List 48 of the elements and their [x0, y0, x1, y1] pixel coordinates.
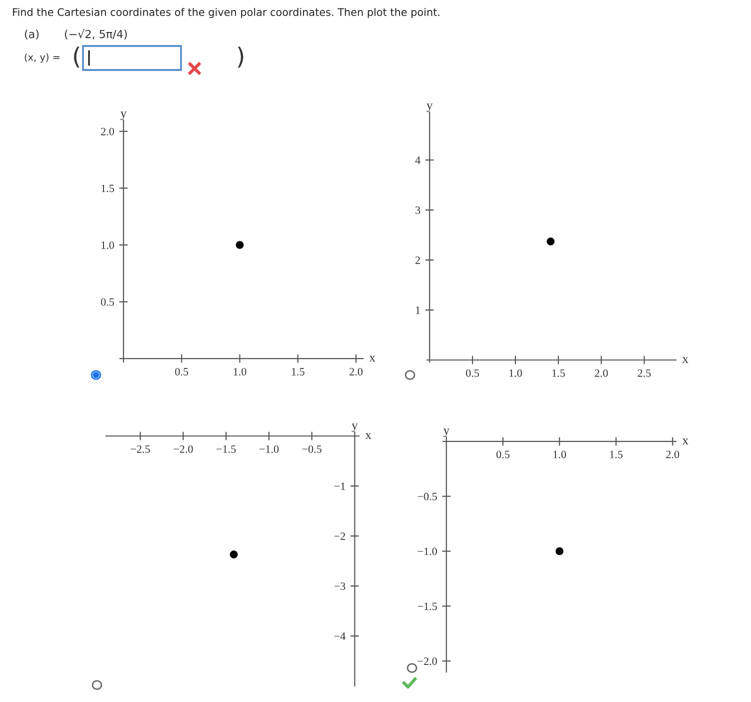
y-tick-label: −2: [334, 532, 346, 540]
x-tick-label: 1.0: [509, 369, 522, 377]
y-tick-label: 1.5: [102, 184, 114, 192]
text: (a): [24, 30, 39, 40]
x-axis-title: x: [369, 356, 376, 362]
x-tick-label: 1.0: [554, 450, 566, 458]
x-tick-label: −2.0: [174, 445, 193, 453]
y-tick-label: 2.0: [101, 128, 114, 136]
x-tick-label: 0.5: [466, 369, 480, 377]
y-tick-label: −4: [334, 632, 346, 640]
y-tick-label: −1: [334, 482, 346, 490]
y-axis-title: y: [120, 112, 127, 120]
x-tick-label: 0.5: [175, 368, 188, 376]
chart-title: Find the Cartesian coordinates of the given polar coordinates. Then plot the point.: [13, 8, 440, 18]
x-tick-label: 2.0: [666, 450, 680, 458]
x-axis-title: x: [682, 438, 688, 444]
x-axis-title: x: [365, 433, 372, 440]
x-tick-label: 1.5: [610, 450, 623, 458]
x-tick-label: 1.5: [552, 369, 565, 377]
y-tick-label: −3: [334, 582, 346, 590]
y-tick-label: 3: [416, 206, 420, 214]
y-axis-title: y: [443, 428, 450, 437]
y-tick-label: 0.5: [100, 298, 114, 306]
x-tick-label: 0.5: [496, 450, 510, 458]
x-tick-label: −1.5: [216, 445, 236, 453]
x-tick-label: −0.5: [302, 445, 322, 453]
y-axis-title: y: [352, 424, 358, 432]
y-tick-label: −0.5: [418, 492, 437, 500]
x-tick-label: 2.0: [594, 369, 608, 377]
y-tick-label: −1.5: [418, 602, 437, 610]
y-tick-label: 1: [416, 306, 420, 314]
x-axis-title: x: [682, 357, 688, 364]
text: (x, y) =: [24, 53, 60, 63]
x-tick-label: −2.5: [130, 445, 150, 453]
x-tick-label: 2.0: [350, 368, 363, 376]
y-axis-title: y: [426, 104, 433, 112]
y-tick-label: −2.0: [418, 657, 437, 666]
text: (: [74, 46, 80, 68]
x-tick-label: 1.0: [234, 368, 246, 376]
text: ): [238, 46, 244, 68]
x-tick-label: 2.5: [638, 369, 651, 377]
y-tick-label: 2: [415, 256, 420, 264]
y-tick-label: 1.0: [102, 241, 114, 249]
x-tick-label: 1.5: [292, 368, 304, 376]
x-tick-label: −1.0: [259, 445, 279, 453]
y-tick-label: 4: [415, 156, 420, 164]
text: (−√2, 5π/4): [64, 29, 127, 40]
y-tick-label: −1.0: [418, 548, 437, 556]
